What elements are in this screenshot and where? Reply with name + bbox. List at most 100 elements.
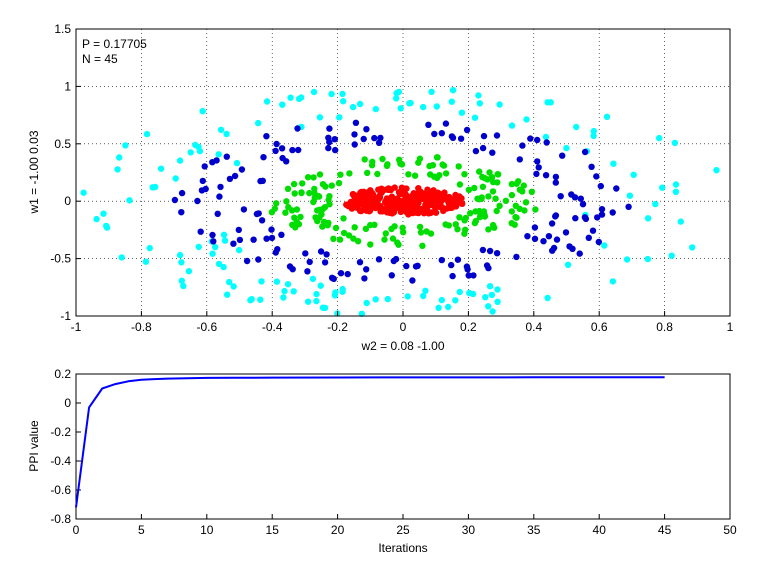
scatter-point-cluster-0: [328, 90, 335, 98]
scatter-point-cluster-3: [368, 197, 375, 204]
scatter-point-cluster-0: [458, 109, 466, 116]
scatter-point-cluster-2: [326, 193, 333, 200]
scatter-x-tick-label: -1: [71, 320, 82, 334]
scatter-point-cluster-3: [349, 191, 357, 198]
scatter-point-cluster-2: [520, 182, 527, 189]
scatter-point-cluster-2: [374, 170, 381, 178]
scatter-point-cluster-1: [321, 259, 329, 266]
line-x-tick-label: 20: [331, 523, 345, 537]
scatter-point-cluster-0: [590, 127, 597, 135]
scatter-point-cluster-0: [287, 94, 294, 101]
scatter-point-cluster-0: [448, 98, 455, 105]
scatter-y-tick-label: -1: [60, 309, 71, 323]
scatter-point-cluster-2: [452, 221, 459, 228]
scatter-point-cluster-2: [332, 224, 340, 232]
scatter-point-cluster-3: [343, 201, 350, 208]
scatter-point-cluster-2: [484, 176, 491, 183]
scatter-point-cluster-0: [273, 278, 281, 285]
scatter-point-cluster-2: [315, 193, 323, 200]
scatter-x-tick-label: 0.6: [591, 320, 608, 334]
scatter-point-cluster-0: [215, 260, 223, 268]
scatter-point-cluster-1: [209, 159, 216, 166]
scatter-point-cluster-1: [356, 259, 364, 266]
line-ticks: 0 5 10 15 20 25 30 35 40 45 50 0.2 0 -0.2 -0.4 -0.6 -0.8: [50, 367, 737, 537]
scatter-point-cluster-2: [326, 201, 333, 208]
scatter-point-cluster-2: [394, 239, 401, 246]
scatter-point-cluster-2: [516, 186, 523, 193]
scatter-point-cluster-1: [552, 213, 559, 220]
scatter-point-cluster-1: [493, 250, 501, 257]
scatter-point-cluster-0: [290, 288, 297, 295]
scatter-point-cluster-2: [496, 202, 503, 209]
scatter-point-cluster-1: [286, 263, 294, 270]
scatter-point-cluster-2: [513, 214, 520, 221]
scatter-point-cluster-0: [630, 171, 637, 178]
scatter-point-cluster-1: [337, 270, 345, 277]
scatter-point-cluster-0: [247, 297, 254, 304]
scatter-point-cluster-0: [393, 95, 400, 102]
scatter-point-cluster-1: [255, 256, 262, 263]
scatter-point-cluster-1: [352, 119, 360, 127]
scatter-point-cluster-1: [472, 147, 480, 155]
scatter-point-cluster-2: [493, 207, 500, 215]
scatter-point-cluster-1: [548, 220, 556, 227]
scatter-point-cluster-2: [474, 195, 481, 202]
scatter-point-cluster-2: [440, 162, 448, 169]
scatter-point-cluster-1: [199, 177, 206, 185]
scatter-point-cluster-0: [407, 99, 414, 107]
scatter-point-cluster-0: [223, 130, 230, 138]
scatter-point-cluster-0: [372, 105, 379, 113]
scatter-point-cluster-0: [689, 244, 696, 251]
scatter-point-cluster-0: [146, 244, 153, 252]
scatter-point-cluster-1: [363, 266, 370, 273]
scatter-point-cluster-1: [250, 236, 257, 243]
line-y-axis-label: PPI value: [27, 420, 41, 472]
scatter-point-cluster-1: [589, 227, 597, 234]
scatter-point-cluster-0: [295, 95, 303, 103]
scatter-point-cluster-1: [552, 173, 560, 181]
scatter-point-cluster-3: [370, 202, 377, 210]
scatter-point-cluster-2: [345, 232, 353, 239]
scatter-point-cluster-2: [299, 180, 306, 187]
scatter-point-cluster-0: [433, 103, 440, 110]
scatter-point-cluster-1: [516, 156, 523, 163]
scatter-point-cluster-2: [486, 169, 493, 176]
scatter-point-cluster-0: [449, 87, 457, 94]
scatter-point-cluster-0: [180, 282, 187, 290]
scatter-point-cluster-0: [236, 246, 243, 254]
scatter-point-cluster-1: [351, 141, 358, 148]
scatter-point-cluster-0: [280, 294, 287, 301]
scatter-point-cluster-1: [486, 247, 494, 255]
scatter-point-cluster-2: [456, 181, 464, 188]
scatter-point-cluster-2: [462, 214, 470, 222]
line-x-tick-label: 25: [396, 523, 410, 537]
scatter-point-cluster-0: [178, 259, 185, 266]
scatter-point-cluster-0: [508, 122, 516, 129]
scatter-point-cluster-2: [502, 197, 510, 204]
scatter-point-cluster-0: [196, 147, 204, 155]
scatter-point-cluster-2: [351, 224, 358, 231]
scatter-point-cluster-0: [224, 291, 231, 298]
scatter-point-cluster-0: [544, 294, 551, 302]
scatter-point-cluster-0: [122, 142, 129, 149]
scatter-point-cluster-0: [445, 303, 452, 311]
scatter-point-cluster-2: [291, 190, 298, 197]
scatter-point-cluster-1: [304, 268, 311, 275]
scatter-point-cluster-1: [454, 256, 462, 263]
scatter-point-cluster-0: [215, 151, 222, 158]
scatter-point-cluster-2: [465, 186, 473, 193]
scatter-point-cluster-2: [481, 211, 488, 218]
scatter-point-cluster-1: [278, 145, 286, 152]
scatter-point-cluster-2: [461, 230, 468, 237]
scatter-point-cluster-3: [383, 209, 391, 216]
scatter-point-cluster-2: [322, 183, 329, 190]
scatter-point-cluster-1: [323, 251, 330, 258]
scatter-y-tick-label: 0.5: [54, 137, 71, 151]
scatter-point-cluster-0: [494, 298, 501, 305]
scatter-point-cluster-2: [321, 204, 329, 211]
scatter-point-cluster-0: [404, 293, 411, 300]
scatter-point-cluster-0: [339, 90, 346, 98]
scatter-point-cluster-3: [414, 197, 421, 204]
scatter-point-cluster-1: [210, 238, 217, 245]
scatter-point-cluster-1: [325, 144, 332, 152]
